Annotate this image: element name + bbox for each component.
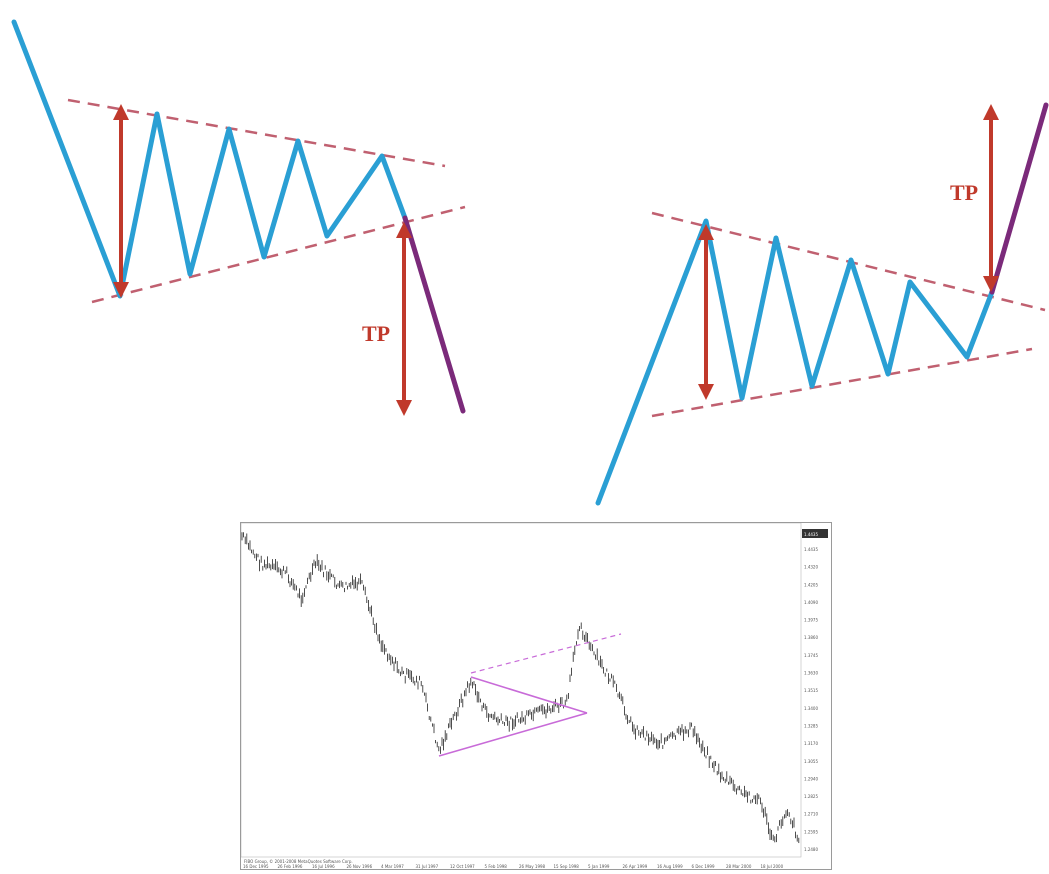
price-tick-label: 1.3975 <box>804 618 818 623</box>
price-tick-label: 1.3285 <box>804 723 818 728</box>
breakout-move <box>402 215 466 414</box>
lower-trend-line <box>651 347 1033 418</box>
triangle-upper-line <box>470 676 588 714</box>
price-tick-label: 1.4320 <box>804 565 818 570</box>
price-tick-label: 1.2595 <box>804 829 818 834</box>
date-tick-label: 16 Dec 1995 <box>243 864 269 869</box>
date-tick-label: 26 Apr 1999 <box>623 864 648 869</box>
tp-label: TP <box>362 321 390 346</box>
price-tick-label: 1.3400 <box>804 706 818 711</box>
price-tick-label: 1.3745 <box>804 653 818 658</box>
lower-trend-line <box>91 205 466 304</box>
breakout-move <box>989 102 1049 295</box>
price-tick-label: 1.3630 <box>804 671 818 676</box>
date-tick-label: 28 Mar 2000 <box>726 864 752 869</box>
price-tick-label: 1.3515 <box>804 688 818 693</box>
date-tick-label: 5 Feb 1998 <box>485 864 508 869</box>
date-tick-label: 26 May 1998 <box>519 864 546 869</box>
price-bars <box>241 532 800 844</box>
upper-trend-line <box>67 98 446 168</box>
projection-line <box>470 633 622 674</box>
price-tick-label: 1.3170 <box>804 741 818 746</box>
price-chart-canvas: 1.4435 1.4320 1.4205 1.4090 1.3975 1.3860 1.37… <box>240 522 828 869</box>
price-tick-label: 1.4205 <box>804 582 818 587</box>
price-zigzag <box>595 218 995 506</box>
date-tick-label: 12 Oct 1997 <box>450 864 475 869</box>
price-zigzag <box>11 19 408 299</box>
example-price-chart: 1.4435 1.4320 1.4205 1.4090 1.3975 1.3860 1.37… <box>240 522 832 870</box>
price-tick-label: 1.2825 <box>804 794 818 799</box>
triangle-lower-line <box>438 712 588 757</box>
tp-label: TP <box>950 180 978 205</box>
price-tick-label: 1.4435 <box>804 547 818 552</box>
date-tick-label: 18 Jul 2000 <box>761 864 784 869</box>
date-tick-label: 5 Jan 1999 <box>588 864 610 869</box>
price-tick-label: 1.2480 <box>804 847 818 852</box>
last-price-marker <box>802 529 828 538</box>
date-tick-label: 15 Sep 1998 <box>554 864 580 869</box>
price-tick-label: 1.3055 <box>804 759 818 764</box>
price-tick-label: 1.2940 <box>804 776 818 781</box>
price-tick-label: 1.2710 <box>804 812 818 817</box>
chart-copyright: FIBO Group, © 2001-2008 MetaQuotes Softw… <box>244 859 353 864</box>
example-triangle <box>438 633 622 757</box>
date-tick-label: 31 Jul 1997 <box>416 864 439 869</box>
date-tick-label: 4 Mar 1997 <box>381 864 404 869</box>
right-triangle-pattern: TP <box>595 102 1049 506</box>
price-tick-label: 1.4090 <box>804 600 818 605</box>
date-tick-label: 16 Aug 1999 <box>657 864 683 869</box>
left-triangle-pattern: TP <box>11 19 466 416</box>
date-tick-label: 6 Dec 1999 <box>692 864 715 869</box>
date-axis: 16 Dec 1995 26 Feb 1996 16 Jul 1996 26 Nov … <box>243 864 784 869</box>
price-tick-label: 1.3860 <box>804 635 818 640</box>
date-tick-label: 26 Nov 1996 <box>347 864 373 869</box>
price-axis: 1.4435 1.4320 1.4205 1.4090 1.3975 1.3860 1.37… <box>804 547 818 852</box>
last-price-label: 1.4435 <box>804 532 818 537</box>
date-tick-label: 16 Jul 1996 <box>312 864 335 869</box>
date-tick-label: 26 Feb 1996 <box>278 864 303 869</box>
